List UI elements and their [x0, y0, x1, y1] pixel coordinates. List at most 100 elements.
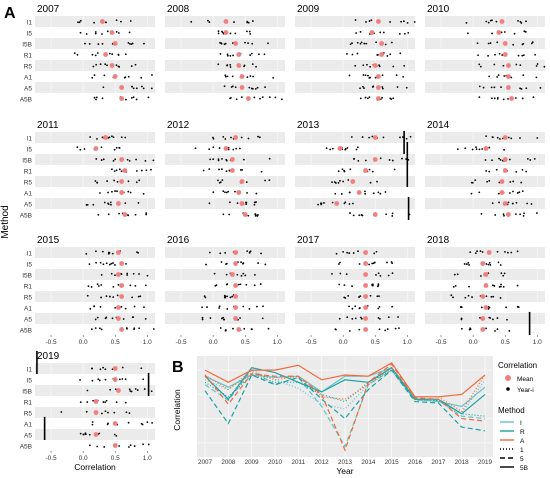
method-tick-I1: I1 — [27, 20, 33, 27]
mean-point — [239, 85, 245, 90]
year-i-point — [100, 296, 103, 299]
year-i-point — [128, 31, 131, 34]
year-i-point — [127, 421, 130, 424]
facet-title: 2012 — [167, 120, 190, 131]
method-tick-A5B: A5B — [20, 328, 32, 335]
year-i-point — [388, 159, 391, 161]
year-i-point — [204, 296, 207, 299]
year-i-point — [103, 201, 106, 204]
year-i-point — [124, 401, 127, 404]
year-i-point — [391, 212, 394, 215]
mean-point — [372, 212, 378, 217]
year-i-point — [358, 214, 361, 217]
row-band — [425, 38, 545, 49]
year-i-point — [348, 330, 351, 332]
row-band — [165, 209, 285, 220]
mean-point — [233, 316, 238, 321]
year-i-point — [222, 316, 225, 319]
year-i-point — [120, 170, 123, 173]
year-i-point — [490, 295, 493, 298]
year-i-point — [240, 274, 243, 277]
year-i-point — [222, 135, 225, 138]
mean-point — [506, 212, 511, 217]
year-i-point — [520, 181, 523, 184]
year-i-point — [88, 43, 91, 45]
year-i-point — [232, 148, 235, 151]
year-i-point — [496, 76, 499, 78]
year-i-point — [468, 264, 470, 266]
year-i-point — [522, 54, 525, 57]
year-i-point — [391, 215, 394, 217]
x-tick-label: -0.5 — [45, 339, 57, 346]
year-i-point — [147, 443, 150, 446]
year-i-point — [256, 215, 259, 217]
mean-point — [93, 399, 99, 404]
year-i-point — [248, 252, 251, 254]
year-i-point — [209, 158, 212, 161]
year-i-point — [226, 53, 229, 56]
year-i-point — [96, 316, 99, 319]
year-i-point — [535, 76, 538, 79]
facet-title: 2010 — [427, 4, 450, 15]
year-i-point — [463, 263, 466, 265]
panel-a-label: A — [4, 5, 16, 22]
year-i-point — [229, 66, 232, 68]
year-i-point — [240, 136, 243, 139]
year-i-point — [339, 261, 341, 264]
year-i-point — [479, 250, 482, 253]
year-i-point — [131, 296, 134, 299]
year-i-point — [487, 21, 490, 24]
year-i-point — [112, 160, 115, 162]
year-i-point — [124, 307, 127, 310]
series-A-5B — [204, 362, 486, 398]
year-i-point — [113, 179, 115, 182]
facet-title: 2007 — [37, 4, 60, 15]
year-i-point — [384, 43, 387, 46]
year-i-point — [348, 252, 351, 254]
x-tick-label: 1.0 — [143, 339, 152, 346]
year-i-point — [96, 52, 99, 54]
row-band — [295, 280, 415, 291]
mean-point — [223, 30, 229, 35]
year-i-point — [95, 261, 98, 264]
year-i-point — [280, 98, 283, 101]
year-i-point — [502, 274, 505, 277]
year-i-point — [237, 283, 240, 286]
year-i-point — [117, 54, 120, 56]
year-i-point — [471, 296, 473, 298]
year-i-point — [536, 137, 539, 139]
year-i-point — [262, 305, 264, 308]
x-tick-label: 2007 — [198, 459, 213, 466]
year-i-point — [497, 192, 500, 195]
year-i-point — [491, 202, 494, 205]
year-i-point — [152, 159, 155, 162]
x-tick-label: -0.5 — [45, 455, 57, 462]
year-i-point — [272, 77, 275, 79]
year-i-point — [379, 31, 382, 34]
year-i-point — [480, 213, 483, 215]
year-i-point — [219, 41, 221, 44]
mean-point — [93, 432, 99, 437]
year-i-point — [232, 54, 234, 57]
mean-point — [506, 74, 511, 79]
facet-2015: 2015 I1 I5 I5B R1 R5 A1 A5 A5B -0.5 0.0 0.5 1.0 — [20, 235, 155, 346]
year-i-point — [111, 168, 113, 171]
mean-point — [372, 135, 378, 140]
year-i-point — [79, 31, 82, 34]
year-i-point — [221, 179, 224, 182]
year-i-point — [492, 136, 494, 139]
mean-point — [480, 294, 486, 299]
facet-2019: 2019 I1 I5 I5B R1 R5 A1 A5 A5B -0.5 0.0 0.5 1.0 — [20, 350, 155, 462]
year-i-point — [79, 432, 82, 435]
row-band — [425, 71, 545, 82]
year-i-point — [268, 96, 271, 99]
year-i-point — [359, 87, 361, 90]
year-i-point — [467, 32, 469, 35]
year-i-point — [225, 273, 228, 276]
mean-point — [122, 212, 128, 217]
mean-point — [483, 146, 489, 151]
year-i-point — [219, 252, 222, 255]
year-i-point — [368, 168, 371, 171]
method-tick-R5: R5 — [24, 180, 33, 187]
facet-title: 2009 — [297, 4, 320, 15]
